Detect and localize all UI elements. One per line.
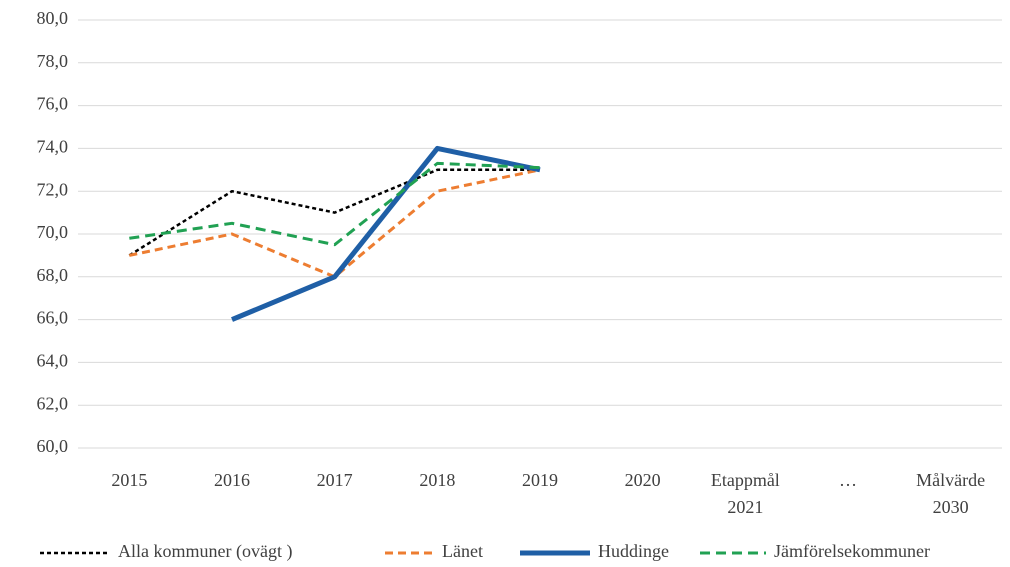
- x-tick-label: Målvärde 2030: [916, 470, 985, 517]
- x-tick-label: 2018: [419, 470, 455, 490]
- x-tick-label-line: 2030: [933, 497, 969, 517]
- x-tick-label: …: [839, 470, 857, 490]
- y-tick-label: 70,0: [37, 222, 69, 242]
- y-tick-label: 74,0: [37, 137, 69, 157]
- y-tick-label: 68,0: [37, 265, 69, 285]
- x-tick-label: 2020: [625, 470, 661, 490]
- y-tick-label: 66,0: [37, 308, 69, 328]
- x-tick-label-line: Målvärde: [916, 470, 985, 490]
- series-line: [129, 168, 541, 279]
- y-tick-label: 64,0: [37, 351, 69, 371]
- series-line: [231, 145, 541, 322]
- series-line: [129, 161, 541, 247]
- x-tick-label-line: Etappmål: [711, 470, 780, 490]
- y-tick-label: 60,0: [37, 436, 69, 456]
- y-tick-label: 72,0: [37, 179, 69, 199]
- x-tick-label: 2017: [317, 470, 353, 490]
- x-tick-label: 2019: [522, 470, 558, 490]
- legend-label: Länet: [442, 541, 483, 561]
- y-tick-label: 62,0: [37, 393, 69, 413]
- legend-label: Jämförelsekommuner: [774, 541, 930, 561]
- x-tick-label: 2016: [214, 470, 250, 490]
- x-tick-label: Etappmål 2021: [711, 470, 780, 517]
- y-tick-label: 76,0: [37, 94, 69, 114]
- x-tick-label: 2015: [111, 470, 147, 490]
- x-tick-label-line: 2021: [727, 497, 763, 517]
- legend-label: Alla kommuner (ovägt ): [118, 541, 292, 562]
- y-tick-label: 80,0: [37, 8, 69, 28]
- legend-label: Huddinge: [598, 541, 669, 561]
- series-line: [128, 168, 540, 257]
- y-tick-label: 78,0: [37, 51, 69, 71]
